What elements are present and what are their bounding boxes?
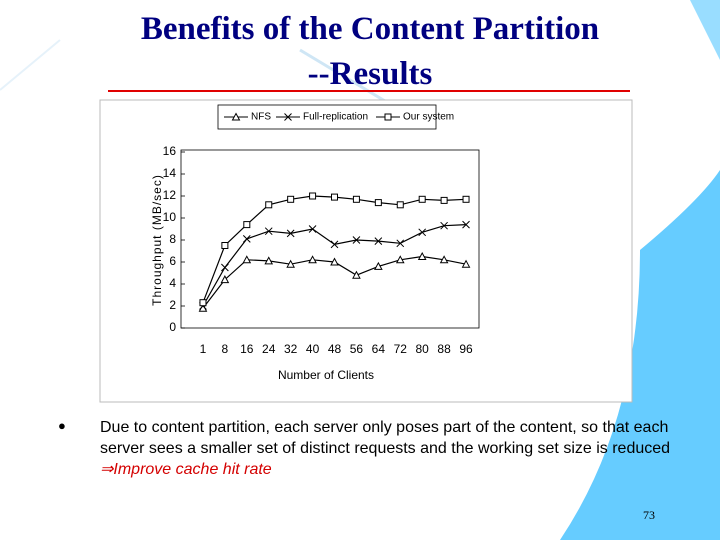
y-axis-label: Throughput (MB/sec) bbox=[150, 174, 164, 306]
y-tick-label: 4 bbox=[169, 276, 176, 290]
marker bbox=[352, 236, 361, 244]
chart-frame bbox=[99, 99, 633, 403]
plot-frame bbox=[180, 149, 480, 329]
marker bbox=[330, 257, 339, 266]
marker bbox=[220, 275, 230, 284]
legend-label: NFS bbox=[251, 112, 271, 123]
y-tick-label: 6 bbox=[169, 254, 176, 268]
marker bbox=[440, 221, 448, 230]
slide-title: Benefits of the Content Partition bbox=[140, 11, 600, 47]
marker bbox=[221, 263, 229, 272]
marker bbox=[330, 240, 339, 249]
marker bbox=[331, 193, 338, 201]
marker bbox=[418, 228, 427, 237]
x-tick-label: 64 bbox=[372, 342, 386, 356]
marker bbox=[461, 259, 471, 268]
marker bbox=[352, 270, 361, 279]
x-tick-label: 8 bbox=[222, 342, 229, 356]
marker bbox=[286, 259, 295, 268]
legend-marker bbox=[384, 113, 392, 121]
marker bbox=[309, 192, 317, 200]
bullet-body: Due to content partition, each server on… bbox=[100, 419, 671, 457]
marker bbox=[396, 239, 405, 248]
marker bbox=[417, 251, 427, 260]
y-tick-label: 14 bbox=[163, 166, 177, 180]
x-axis-label: Number of Clients bbox=[278, 368, 374, 382]
page-number: 73 bbox=[643, 508, 655, 522]
marker bbox=[374, 237, 383, 245]
x-tick-label: 48 bbox=[328, 342, 342, 356]
slide-title: --Results bbox=[307, 56, 433, 92]
x-tick-label: 80 bbox=[416, 342, 430, 356]
bullet-emphasis: ⇒Improve cache hit rate bbox=[100, 461, 272, 478]
marker bbox=[242, 235, 251, 243]
marker bbox=[352, 195, 360, 203]
marker bbox=[439, 255, 449, 264]
marker bbox=[287, 195, 295, 203]
y-tick-label: 0 bbox=[169, 320, 176, 334]
marker bbox=[440, 196, 448, 204]
x-tick-label: 56 bbox=[350, 342, 364, 356]
marker bbox=[396, 201, 404, 209]
marker bbox=[265, 201, 273, 209]
bullet-text: Due to content partition, each server on… bbox=[100, 417, 680, 480]
x-tick-label: 1 bbox=[200, 342, 207, 356]
marker bbox=[308, 255, 317, 264]
legend-label: Our system bbox=[403, 112, 454, 123]
marker bbox=[462, 195, 470, 203]
marker bbox=[264, 227, 273, 236]
y-tick-label: 2 bbox=[169, 298, 176, 312]
legend-marker bbox=[231, 112, 241, 121]
marker bbox=[286, 229, 295, 238]
x-tick-label: 24 bbox=[262, 342, 276, 356]
marker bbox=[199, 299, 207, 307]
marker bbox=[243, 221, 251, 229]
y-tick-label: 16 bbox=[163, 144, 177, 158]
bullet-marker: ● bbox=[58, 418, 66, 433]
marker bbox=[242, 255, 252, 264]
legend-label: Full-replication bbox=[303, 112, 368, 123]
marker bbox=[374, 199, 382, 207]
y-tick-label: 10 bbox=[163, 210, 177, 224]
y-tick-label: 8 bbox=[169, 232, 176, 246]
marker bbox=[308, 225, 317, 233]
x-tick-label: 32 bbox=[284, 342, 298, 356]
marker bbox=[374, 261, 383, 270]
x-tick-label: 72 bbox=[394, 342, 408, 356]
x-tick-label: 96 bbox=[459, 342, 473, 356]
marker bbox=[462, 220, 470, 229]
marker bbox=[264, 256, 274, 265]
marker bbox=[395, 255, 405, 264]
marker bbox=[418, 195, 426, 203]
marker bbox=[221, 242, 229, 249]
x-tick-label: 88 bbox=[437, 342, 451, 356]
x-tick-label: 16 bbox=[240, 342, 254, 356]
y-tick-label: 12 bbox=[163, 188, 177, 202]
x-tick-label: 40 bbox=[306, 342, 320, 356]
legend-marker bbox=[284, 113, 292, 121]
